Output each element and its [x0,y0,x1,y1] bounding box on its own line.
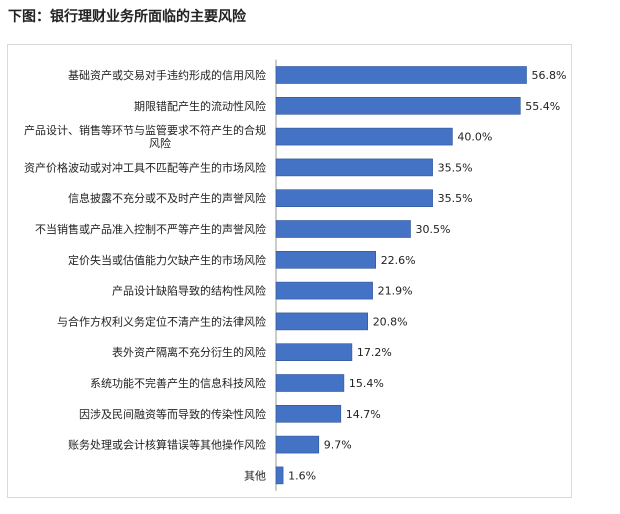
value-label: 20.8% [373,315,408,328]
category-label: 账务处理或会计核算错误等其他操作风险 [68,438,266,452]
bar [275,466,284,485]
category-label: 其他 [244,469,266,482]
value-label: 22.6% [381,254,416,267]
category-label-line: 其他 [244,469,266,482]
bar [275,404,342,423]
bar [275,189,433,207]
category-label: 产品设计、销售等环节与监管要求不符产生的合规风险 [24,123,266,150]
category-label: 因涉及民间融资等而导致的传染性风险 [79,407,266,421]
value-label: 21.9% [378,285,413,298]
category-label-line: 产品设计、销售等环节与监管要求不符产生的合规 [24,123,266,137]
category-label-line: 系统功能不完善产生的信息科技风险 [90,376,266,390]
bar [275,435,320,454]
category-label: 资产价格波动或对冲工具不匹配等产生的市场风险 [24,160,266,174]
category-label-line: 定价失当或估值能力欠缺产生的市场风险 [68,253,266,267]
bar [275,220,411,238]
category-label-line: 产品设计缺陷导致的结构性风险 [112,284,266,298]
category-label-line: 因涉及民间融资等而导致的传染性风险 [79,407,266,421]
value-label: 35.5% [438,161,473,174]
category-label-line: 期限错配产生的流动性风险 [134,99,266,113]
value-label: 56.8% [532,69,567,82]
bar [275,343,353,362]
bar [275,127,453,146]
bar [275,312,368,331]
value-label: 55.4% [525,100,560,113]
value-label: 14.7% [346,408,381,421]
category-label: 定价失当或估值能力欠缺产生的市场风险 [68,253,266,267]
page-title: 下图：银行理财业务所面临的主要风险 [8,9,246,25]
category-label-line: 与合作方权利义务定位不清产生的法律风险 [57,314,266,328]
category-label: 系统功能不完善产生的信息科技风险 [90,376,266,390]
bar [275,374,345,392]
value-label: 15.4% [349,377,384,390]
category-label: 与合作方权利义务定位不清产生的法律风险 [57,314,266,328]
value-label: 35.5% [438,192,473,205]
value-label: 9.7% [324,439,352,452]
category-label-line: 表外资产隔离不充分衍生的风险 [112,345,266,359]
category-label: 产品设计缺陷导致的结构性风险 [112,284,266,298]
bar [275,251,376,269]
value-label: 17.2% [357,346,392,359]
category-label-line: 信息披露不充分或不及时产生的声誉风险 [68,191,266,205]
bar [275,66,527,84]
category-label-line: 资产价格波动或对冲工具不匹配等产生的市场风险 [24,160,266,174]
category-label-line: 风险 [149,136,171,150]
category-label-line: 基础资产或交易对手违约形成的信用风险 [68,68,266,82]
value-label: 30.5% [416,223,451,236]
category-label-line: 账务处理或会计核算错误等其他操作风险 [68,438,266,452]
category-label: 期限错配产生的流动性风险 [134,99,266,113]
bar [275,97,521,115]
category-label-line: 不当销售或产品准入控制不严等产生的声誉风险 [35,222,266,236]
category-label: 信息披露不充分或不及时产生的声誉风险 [68,191,266,205]
value-label: 40.0% [457,131,492,144]
category-label: 基础资产或交易对手违约形成的信用风险 [68,68,266,82]
category-label: 表外资产隔离不充分衍生的风险 [112,345,266,359]
category-label: 不当销售或产品准入控制不严等产生的声誉风险 [35,222,266,236]
bar [275,158,433,177]
bar [275,281,373,300]
value-label: 1.6% [288,469,316,482]
